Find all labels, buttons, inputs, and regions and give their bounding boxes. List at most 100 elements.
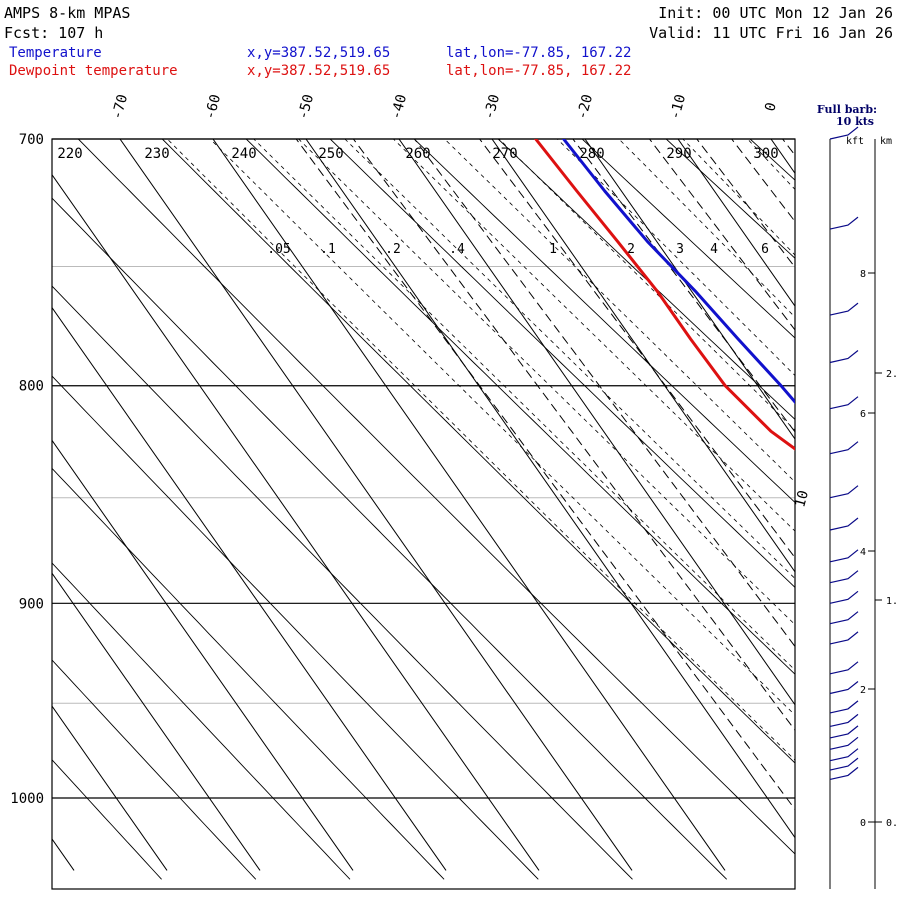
dry-adiabat-220 [77, 139, 795, 855]
wind-barb-15 [829, 700, 859, 714]
barb-legend-subtitle: 10 kts [836, 115, 874, 128]
theta-label-290: 290 [666, 146, 691, 162]
wind-barb-0 [829, 126, 859, 140]
pressure-tick-700: 700 [19, 132, 44, 148]
isotherm--50 [305, 139, 795, 839]
valid-time: Valid: 11 UTC Fri 16 Jan 26 [649, 24, 893, 42]
kft-tick-label-2: 4 [860, 547, 866, 558]
dry-adiabat-180 [52, 467, 445, 880]
wind-barb-6 [829, 485, 859, 499]
isotherm-label--10: -10 [667, 93, 689, 122]
mixing-ratio-label-7: 4 [710, 242, 718, 257]
dry-adiabat-160 [52, 659, 257, 880]
dry-adiabat-210 [52, 197, 728, 880]
wind-barb-7 [829, 517, 859, 531]
barb-legend-title: Full barb: [817, 103, 877, 116]
theta-label-230: 230 [144, 146, 169, 162]
isotherm--100 [52, 439, 354, 871]
moist-adiabat--25 [298, 139, 795, 626]
kft-label: kft [846, 136, 864, 147]
dry-adiabat-270 [497, 139, 795, 420]
theta-label-300: 300 [753, 146, 778, 162]
moist-adiabat--35 [209, 139, 795, 716]
moist-adiabat-0 [556, 139, 795, 377]
dry-adiabat-260 [413, 139, 795, 504]
mixing-ratio-6 [781, 139, 795, 156]
isotherm--40 [398, 139, 795, 706]
mixing-ratio-label-4: 1 [549, 242, 557, 257]
sounding-series [534, 139, 795, 451]
moist-adiabat-10 [682, 139, 795, 256]
isotherm--10 [677, 139, 795, 308]
theta-label-240: 240 [231, 146, 256, 162]
isotherm--130 [52, 838, 75, 871]
isotherm--20 [584, 139, 795, 440]
isotherm-label-10: 10 [792, 489, 812, 509]
pressure-tick-800: 800 [19, 379, 44, 395]
legend-temperature-label: Temperature [9, 45, 102, 61]
moist-adiabat--40 [166, 139, 795, 761]
wind-barb-8 [829, 549, 859, 563]
wind-barb-12 [829, 631, 859, 645]
wind-barb-13 [829, 661, 859, 675]
isotherm-label--30: -30 [481, 93, 503, 122]
wind-barb-18 [829, 736, 859, 750]
mixing-ratio-label-5: 2 [627, 242, 635, 257]
plot-frame [51, 138, 796, 890]
wind-barb-10 [829, 590, 859, 604]
wind-barb-4 [829, 396, 859, 410]
moist-adiabat--20 [344, 139, 795, 580]
legend-temperature-latlon: lat,lon=-77.85, 167.22 [446, 45, 631, 61]
kft-tick-label-3: 2 [860, 685, 866, 696]
isotherm-label-0: 0 [762, 101, 780, 113]
isotherm-label--50: -50 [295, 93, 317, 122]
init-time: Init: 00 UTC Mon 12 Jan 26 [658, 4, 893, 22]
legend-dewpoint-label: Dewpoint temperature [9, 63, 178, 79]
temperature-profile [562, 139, 795, 405]
theta-label-260: 260 [405, 146, 430, 162]
dry-adiabat-170 [52, 562, 351, 880]
dry-adiabat-310 [805, 112, 900, 879]
model-title: AMPS 8-km MPAS [4, 4, 130, 22]
plot-labels: 700 800 900 1000 -70 -60 -50 -40 -30 -20 -10 0 10 220… [10, 93, 812, 807]
kft-tick-label-1: 6 [860, 409, 866, 420]
plot-background-lines [52, 112, 900, 880]
wind-barb-14 [829, 681, 859, 695]
mixing-ratio-label-8: 6 [761, 242, 769, 257]
dry-adiabat-150 [52, 759, 162, 880]
wind-barb-19 [829, 748, 859, 762]
forecast-hour: Fcst: 107 h [4, 24, 103, 42]
mixing-ratio-0.4 [478, 139, 795, 559]
dry-adiabat-320 [889, 112, 900, 879]
isotherm--110 [52, 572, 261, 871]
km-tick-label-2: 0. [886, 818, 898, 829]
dewpoint-profile [534, 139, 795, 451]
km-tick-label-1: 1. [886, 596, 898, 607]
isotherm-label--60: -60 [202, 93, 224, 122]
isotherm--60 [212, 139, 726, 871]
plot-border [51, 138, 796, 890]
isotherm--80 [52, 173, 540, 871]
dry-adiabat-240 [245, 139, 795, 675]
moist-adiabat--10 [444, 139, 795, 483]
wind-barb-9 [829, 570, 859, 584]
isotherm-label--40: -40 [388, 93, 410, 122]
wind-barb-panel: kft km 8 6 4 2 0 2. 1. 0. [829, 126, 898, 889]
wind-barb-5 [829, 441, 859, 455]
moist-adiabat-5 [618, 139, 795, 318]
isotherm-10 [864, 139, 900, 870]
mixing-ratio-0.2 [413, 139, 795, 648]
kft-tick-label-4: 0 [860, 818, 866, 829]
dry-adiabat-190 [52, 375, 539, 880]
isotherm--120 [52, 705, 168, 871]
legend-dewpoint-latlon: lat,lon=-77.85, 167.22 [446, 63, 631, 79]
mixing-ratio-label-3: .4 [449, 242, 465, 257]
isotherm--30 [491, 139, 795, 573]
pressure-tick-1000: 1000 [10, 791, 44, 807]
wind-barb-20 [829, 757, 859, 771]
isotherm--70 [119, 139, 633, 871]
wind-barb-16 [829, 713, 859, 727]
km-label: km [880, 136, 892, 147]
mixing-ratio-label-6: 3 [676, 242, 684, 257]
